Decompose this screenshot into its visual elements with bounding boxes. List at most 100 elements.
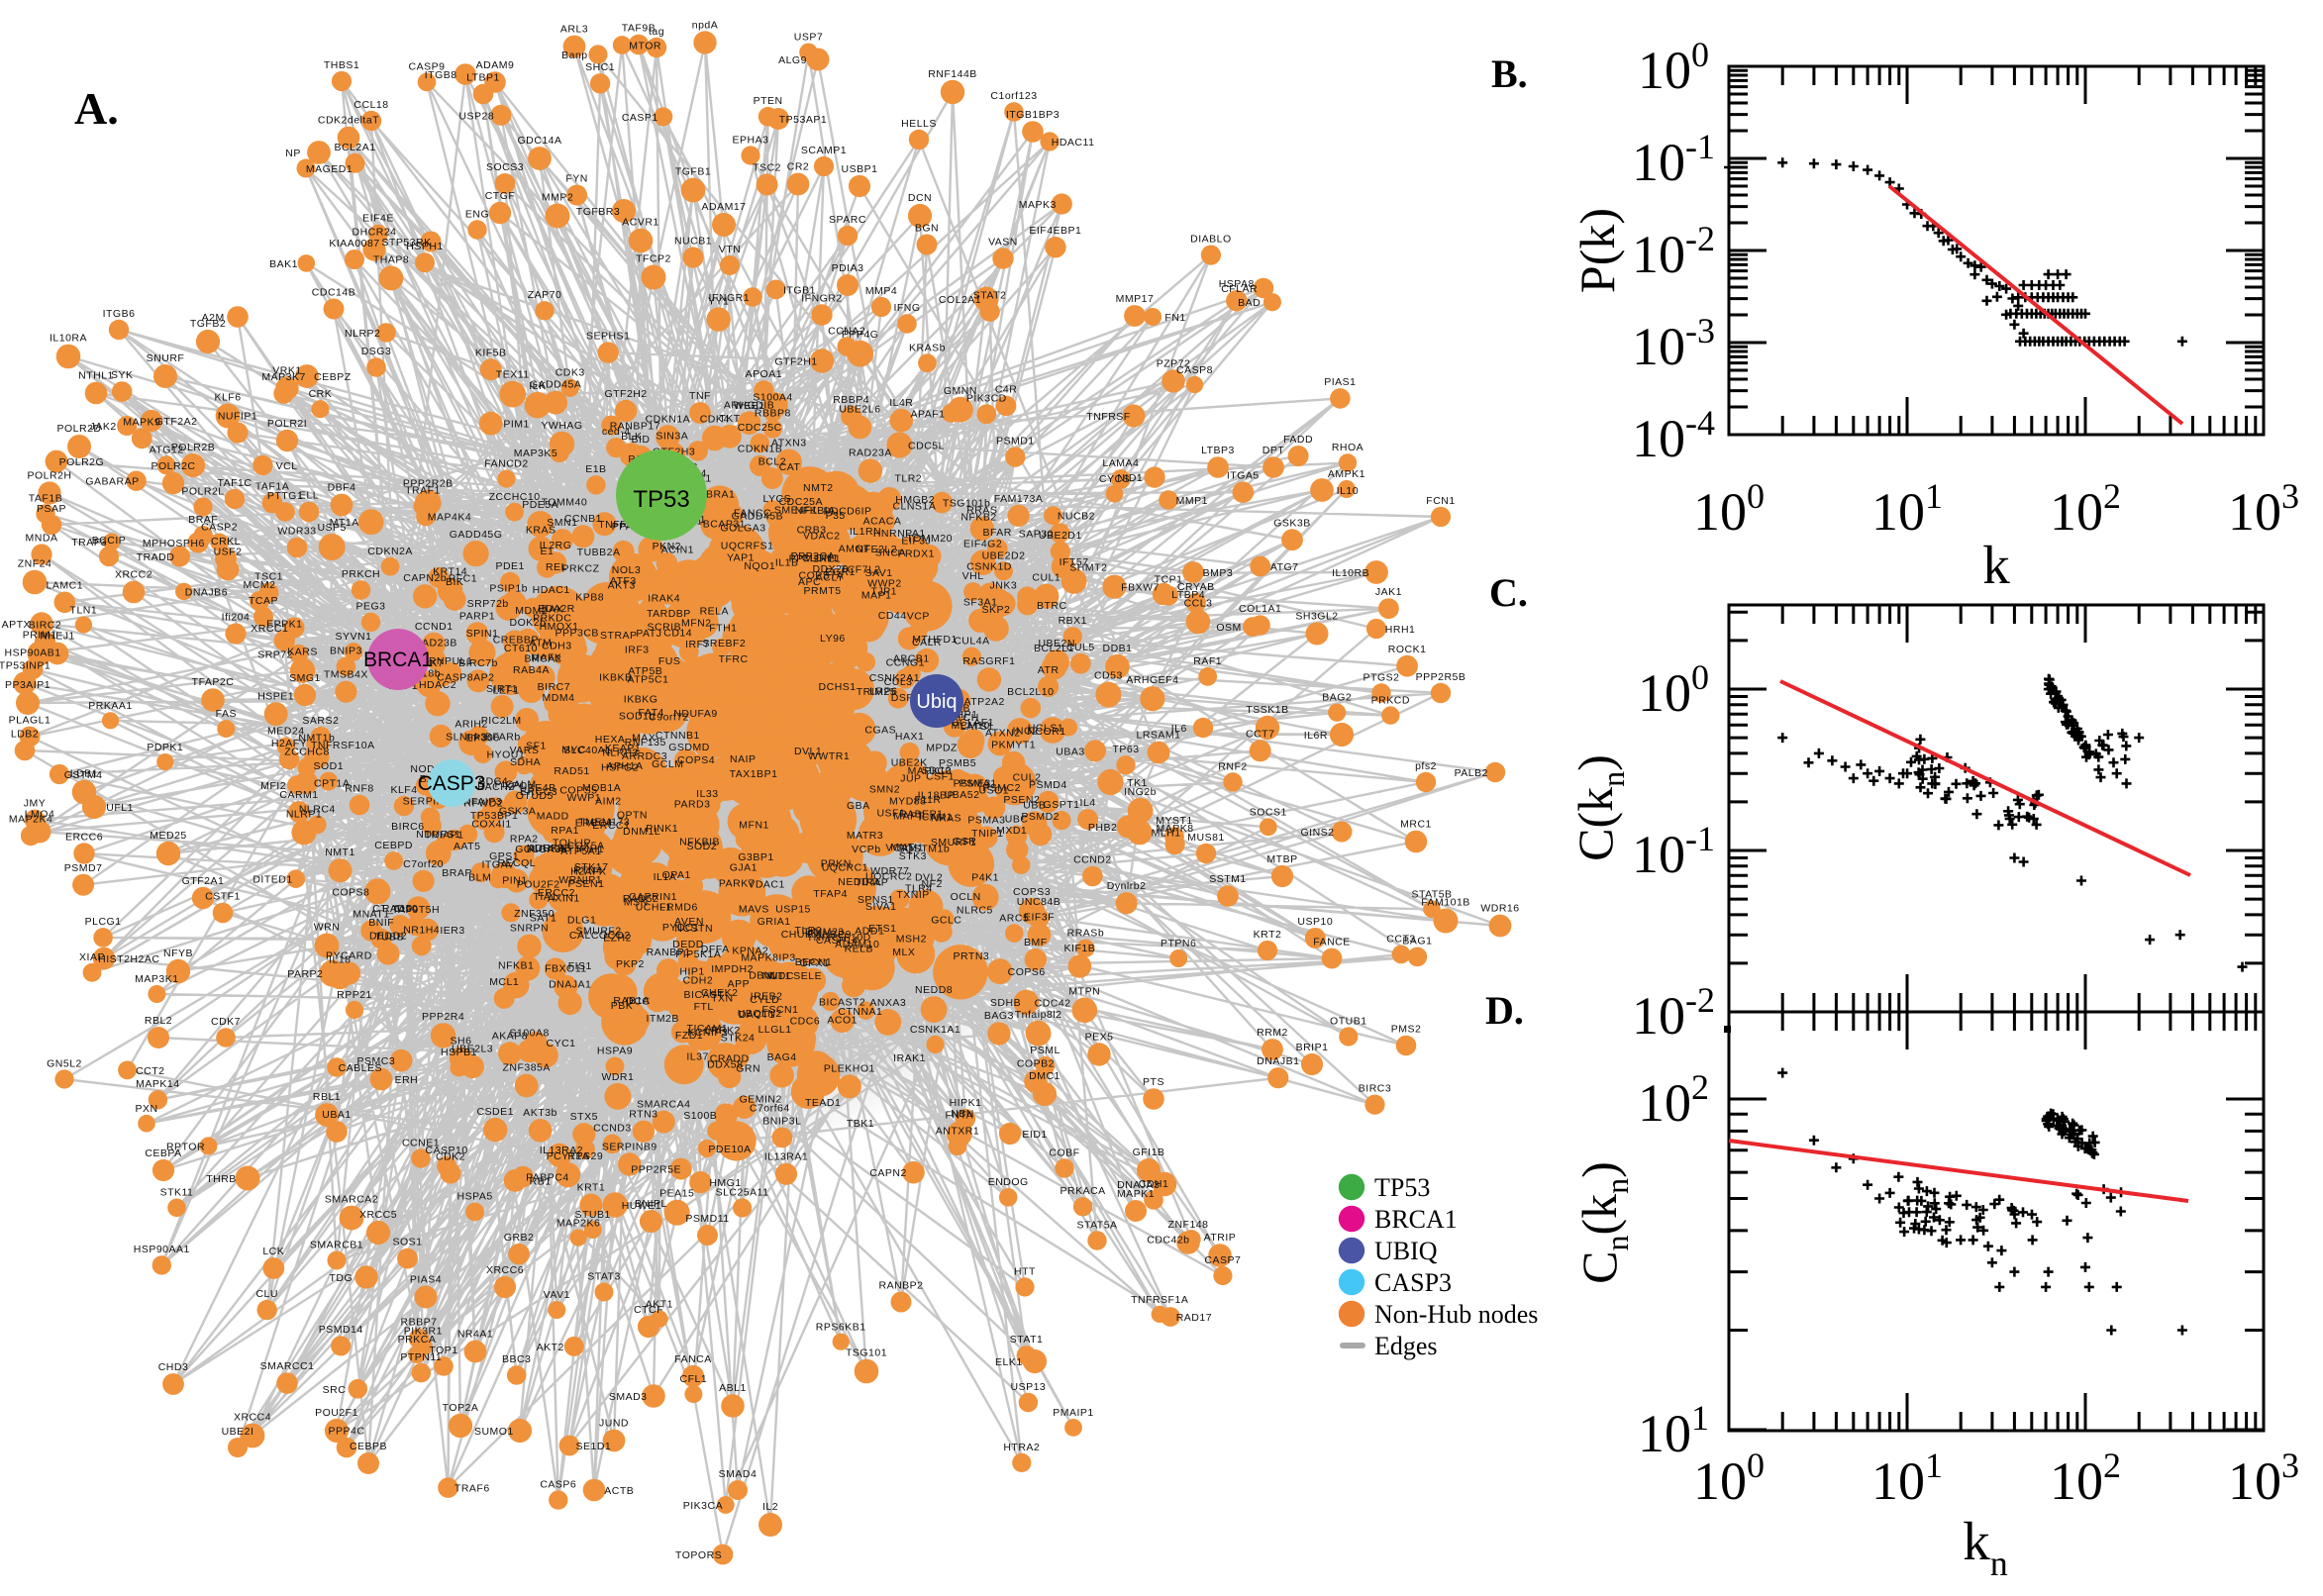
svg-text:YY1: YY1 [708,295,729,307]
svg-text:BRCA2: BRCA2 [525,653,562,665]
svg-text:RANBP17: RANBP17 [610,421,660,433]
svg-text:TBK1: TBK1 [847,1118,874,1130]
svg-text:CCT3: CCT3 [1386,934,1415,946]
svg-text:PICALM: PICALM [495,779,537,791]
svg-text:SDC2: SDC2 [922,765,952,777]
svg-text:PATJ: PATJ [636,628,661,640]
svg-text:NEDD8: NEDD8 [915,984,953,996]
svg-text:ITGB8: ITGB8 [425,69,457,81]
svg-text:TAF1A: TAF1A [255,481,289,493]
svg-text:RAD51: RAD51 [554,765,589,777]
svg-text:UBQLN2: UBQLN2 [738,1008,782,1020]
svg-text:STAT3: STAT3 [587,1271,621,1283]
svg-text:ZNF24: ZNF24 [18,558,52,570]
svg-text:FUS: FUS [658,655,681,667]
svg-text:PSMA3: PSMA3 [967,814,1005,826]
svg-text:S100A4: S100A4 [753,391,792,403]
svg-text:NOL3: NOL3 [612,564,641,576]
svg-text:RBBP7: RBBP7 [401,1317,438,1329]
svg-text:UQCRFS1: UQCRFS1 [721,540,774,551]
svg-text:LRP6: LRP6 [869,686,897,698]
svg-text:BFARb: BFARb [485,731,521,743]
svg-text:REL: REL [546,561,567,573]
svg-text:MED25: MED25 [150,830,187,842]
svg-text:MNT: MNT [890,842,914,853]
svg-text:TOPORS: TOPORS [675,1549,722,1561]
svg-text:PDCD6IP: PDCD6IP [823,505,871,517]
svg-text:PIM1: PIM1 [503,419,530,431]
svg-text:COX5A: COX5A [566,841,604,852]
svg-text:MAP1: MAP1 [861,590,892,602]
svg-text:SARS2: SARS2 [302,715,339,727]
svg-text:PSAP: PSAP [37,503,66,515]
svg-text:VCL: VCL [276,460,298,472]
svg-text:POLR2B: POLR2B [171,442,215,453]
svg-text:PYCARD: PYCARD [326,949,372,961]
svg-text:MAP3K1: MAP3K1 [135,973,178,985]
svg-text:SHMT2: SHMT2 [1069,561,1107,573]
svg-text:ERCC1: ERCC1 [592,820,630,832]
svg-text:BCL2L10: BCL2L10 [1007,686,1054,698]
svg-text:TRIAP1: TRIAP1 [425,830,464,842]
svg-text:CCL18: CCL18 [354,99,388,111]
svg-text:XRCC6: XRCC6 [486,1264,524,1276]
svg-text:JMY: JMY [24,798,47,810]
svg-text:C9orf72: C9orf72 [649,712,689,724]
svg-text:PRTN3: PRTN3 [954,950,990,962]
svg-text:TUBB2A: TUBB2A [577,547,621,558]
svg-text:pfs2: pfs2 [1415,760,1437,772]
svg-text:ENDOG: ENDOG [988,1176,1029,1188]
svg-text:UBE2D2: UBE2D2 [982,549,1026,561]
svg-text:SPNS1: SPNS1 [858,894,894,906]
svg-text:STK17: STK17 [574,861,609,873]
svg-text:HTT: HTT [1014,1265,1036,1277]
svg-text:SMN1: SMN1 [547,517,577,529]
svg-text:NHEJ1: NHEJ1 [40,631,75,643]
svg-text:MNDA: MNDA [26,532,58,544]
svg-text:CTGF: CTGF [485,190,516,202]
svg-text:MTPN: MTPN [1068,986,1100,998]
svg-text:RANBP1: RANBP1 [647,947,691,958]
svg-text:OTUD5: OTUD5 [516,790,554,802]
svg-text:BRAF: BRAF [188,514,218,526]
svg-text:HSPA8: HSPA8 [1219,278,1255,290]
svg-text:ARRDC3: ARRDC3 [622,750,667,762]
svg-text:CDC25A: CDC25A [779,496,823,508]
svg-text:H2AFX: H2AFX [570,866,606,878]
svg-text:MAX: MAX [632,732,656,744]
svg-text:MT1A: MT1A [330,517,359,529]
svg-text:ITGB1: ITGB1 [783,284,816,296]
svg-text:CDKN2A: CDKN2A [367,546,413,557]
svg-text:P35: P35 [826,510,846,522]
svg-text:LLGL1: LLGL1 [758,1024,792,1036]
svg-text:IL4R: IL4R [889,397,913,409]
svg-text:TSG101b: TSG101b [943,498,990,510]
svg-text:IL6R: IL6R [1304,730,1328,742]
svg-text:TIMM23: TIMM23 [803,927,845,939]
svg-text:CCT2: CCT2 [136,1065,164,1077]
svg-text:APP: APP [728,978,751,990]
svg-text:POU2F2: POU2F2 [517,879,560,891]
svg-text:USP28: USP28 [458,110,494,122]
svg-text:RAB4A: RAB4A [513,664,550,676]
svg-text:ERCC2: ERCC2 [538,887,575,899]
svg-text:BTRC: BTRC [1037,600,1067,612]
svg-text:OSM: OSM [1216,622,1241,634]
svg-text:EDA2R: EDA2R [538,603,575,615]
svg-text:AKAP8: AKAP8 [492,1030,528,1042]
svg-text:CTCF: CTCF [634,1304,663,1316]
svg-text:TRIM25: TRIM25 [857,686,896,698]
svg-text:STAT5B: STAT5B [1411,889,1452,901]
svg-text:VAV1: VAV1 [544,1289,570,1301]
svg-text:E1B: E1B [585,463,606,475]
svg-text:CCND1: CCND1 [415,621,454,633]
svg-text:USP13: USP13 [1011,1381,1047,1393]
svg-text:LTBP1: LTBP1 [466,72,500,84]
svg-text:ADAM9: ADAM9 [476,59,515,71]
svg-text:NLRC5: NLRC5 [957,904,993,916]
svg-text:TDG: TDG [329,1272,353,1284]
svg-text:PTEN: PTEN [754,95,783,107]
svg-text:HIP1: HIP1 [679,965,704,977]
svg-text:FYN: FYN [565,173,588,185]
svg-text:COPB2: COPB2 [1017,1058,1055,1070]
